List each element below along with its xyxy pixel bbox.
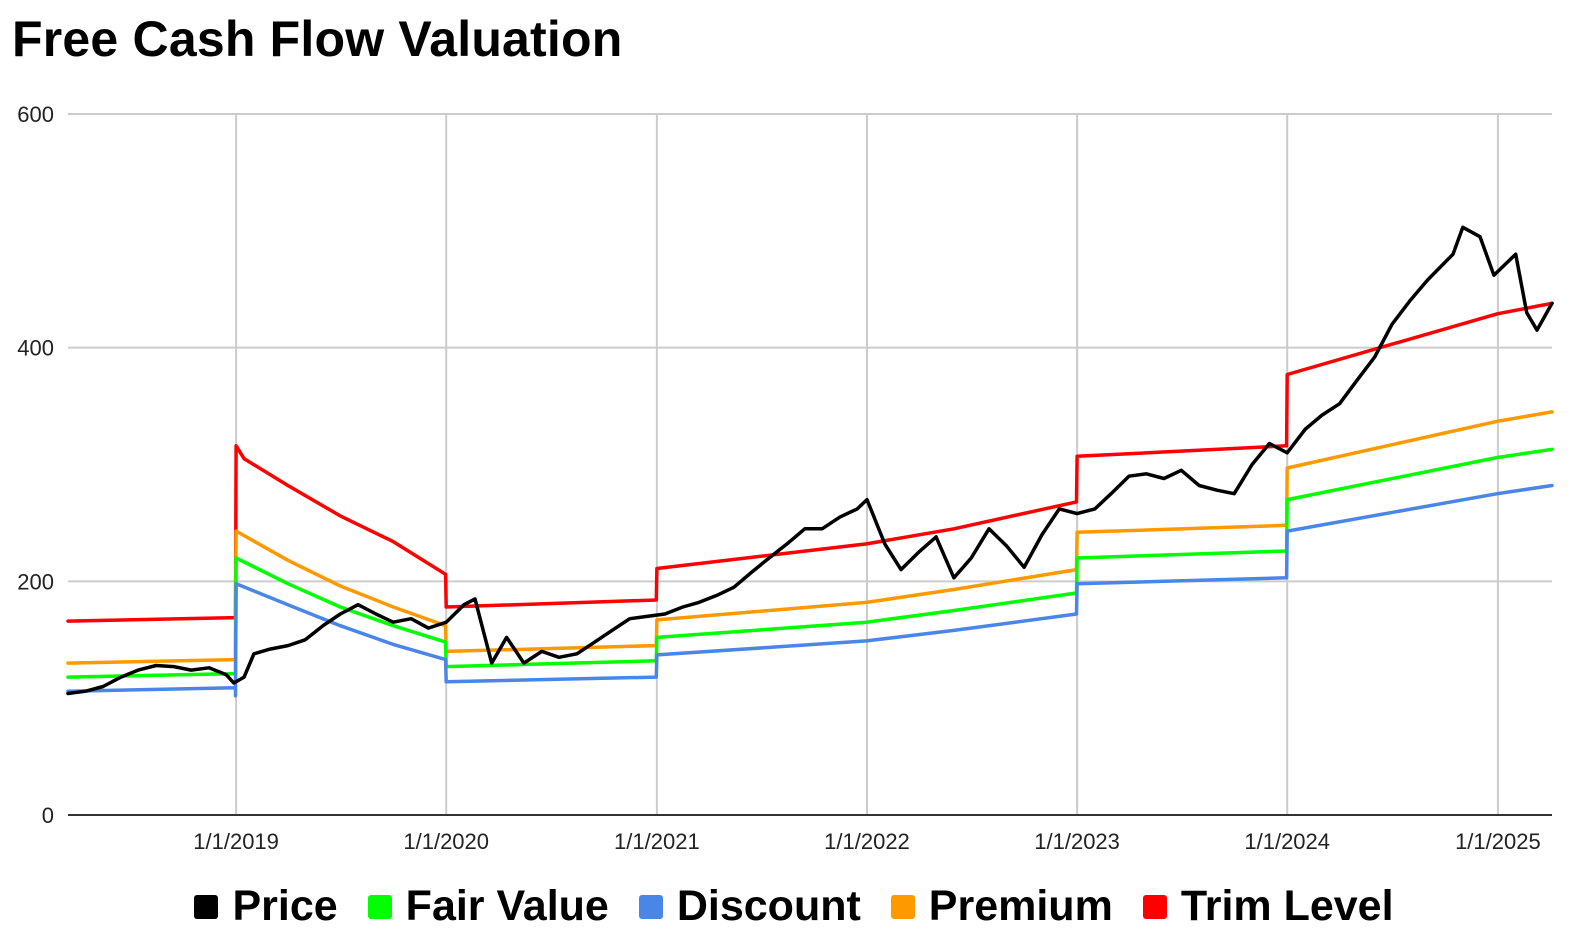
y-axis-ticks: 0 200 400 600: [17, 102, 54, 828]
legend-label: Price: [232, 882, 338, 930]
series-line-price: [66, 225, 1554, 696]
legend-label: Fair Value: [405, 882, 609, 930]
legend-label: Trim Level: [1180, 882, 1394, 930]
legend-item-fair-value: Fair Value: [367, 882, 609, 931]
y-tick-label: 600: [17, 102, 54, 127]
x-axis-ticks: 1/1/2019 1/1/2020 1/1/2021 1/1/2022 1/1/2023…: [193, 829, 1540, 854]
x-tick-label: 1/1/2020: [403, 829, 489, 854]
legend-label: Discount: [676, 882, 861, 930]
legend-swatch: [890, 894, 915, 919]
y-tick-label: 0: [42, 803, 54, 828]
legend-item-discount: Discount: [638, 882, 861, 931]
series-line-trim-level: [66, 301, 1554, 623]
grid-lines: [68, 113, 1552, 815]
series-line-discount: [66, 483, 1554, 698]
legend-swatch: [638, 894, 663, 919]
chart-title: Free Cash Flow Valuation: [12, 11, 623, 67]
x-tick-label: 1/1/2019: [193, 829, 279, 854]
x-tick-label: 1/1/2024: [1244, 829, 1330, 854]
chart-legend: Price Fair Value Discount Premium Trim Level: [0, 882, 1588, 931]
legend-label: Premium: [928, 882, 1113, 930]
legend-swatch: [367, 894, 392, 919]
series-lines: [66, 225, 1554, 698]
x-tick-label: 1/1/2021: [614, 829, 700, 854]
legend-item-trim-level: Trim Level: [1142, 882, 1394, 931]
x-tick-label: 1/1/2025: [1455, 829, 1541, 854]
y-tick-label: 200: [17, 569, 54, 594]
x-tick-label: 1/1/2023: [1034, 829, 1120, 854]
x-tick-label: 1/1/2022: [824, 829, 910, 854]
legend-item-premium: Premium: [890, 882, 1113, 931]
legend-swatch: [1142, 894, 1167, 919]
legend-swatch: [194, 894, 219, 919]
legend-item-price: Price: [194, 882, 338, 931]
y-tick-label: 400: [17, 336, 54, 361]
